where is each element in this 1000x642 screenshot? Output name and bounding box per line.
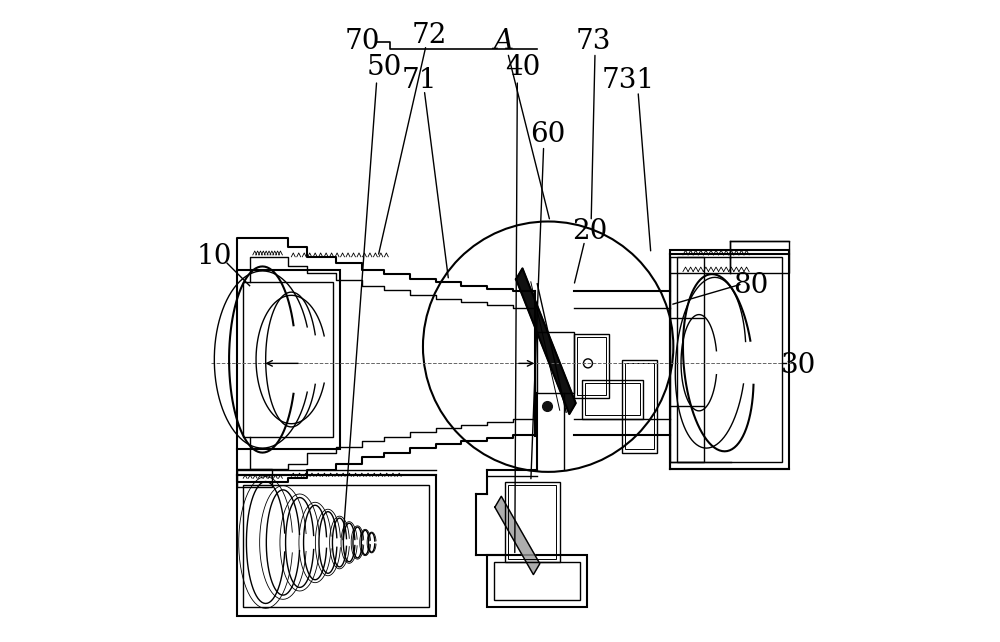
Text: 30: 30 [781, 352, 816, 379]
Text: 72: 72 [412, 22, 447, 49]
Bar [243, 282, 333, 437]
Bar [670, 250, 789, 469]
Polygon shape [495, 496, 540, 575]
Text: 10: 10 [197, 243, 232, 270]
Text: 71: 71 [402, 67, 438, 94]
Bar [577, 337, 606, 395]
Text: A: A [493, 28, 513, 55]
Text: 50: 50 [367, 54, 402, 81]
Bar [237, 270, 340, 449]
Text: 731: 731 [602, 67, 655, 94]
Bar [237, 469, 272, 487]
Text: 70: 70 [344, 28, 380, 55]
Bar [487, 555, 587, 607]
Bar [582, 380, 643, 419]
Bar [574, 334, 609, 398]
Bar [625, 363, 654, 449]
Text: 60: 60 [530, 121, 566, 148]
Bar [505, 482, 560, 562]
Polygon shape [516, 268, 576, 414]
Bar [537, 332, 574, 393]
Text: 20: 20 [572, 218, 608, 245]
Bar [670, 257, 704, 462]
Bar [237, 475, 436, 616]
Bar [585, 383, 640, 415]
Bar [730, 241, 789, 273]
Bar [494, 562, 580, 600]
Bar [622, 360, 657, 453]
Text: 73: 73 [575, 28, 611, 55]
Bar [243, 485, 429, 607]
Text: 40: 40 [505, 54, 540, 81]
Bar [677, 257, 782, 462]
Bar [508, 485, 556, 559]
Text: 80: 80 [733, 272, 768, 299]
